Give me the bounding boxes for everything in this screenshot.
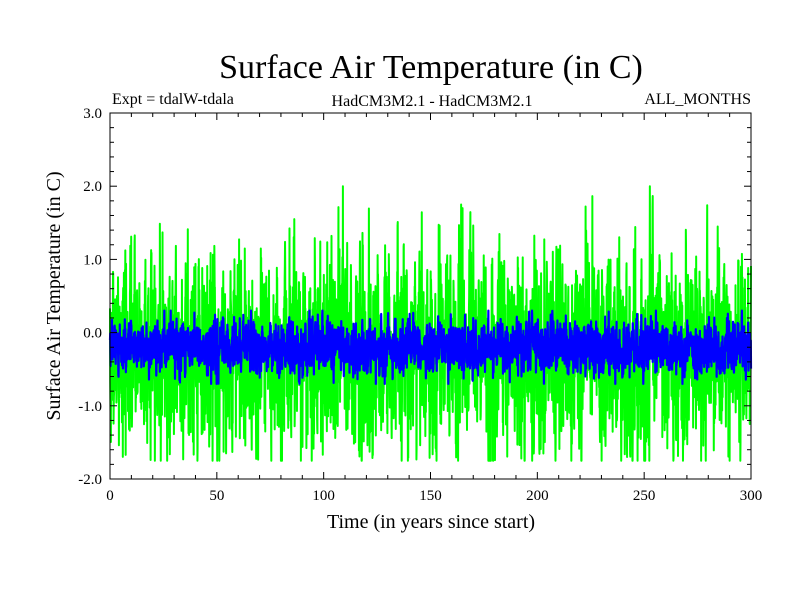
expt-caption: Expt = tdalW-tdala xyxy=(112,91,234,108)
y-tick-label: 2.0 xyxy=(83,179,102,195)
x-tick-label: 0 xyxy=(106,488,114,504)
months-caption: ALL_MONTHS xyxy=(644,91,751,108)
y-tick-label: -1.0 xyxy=(78,399,102,415)
x-axis-label: Time (in years since start) xyxy=(327,511,535,533)
x-tick-label: 100 xyxy=(312,488,335,504)
series-line-smoothed xyxy=(108,309,753,385)
y-tick-label: 3.0 xyxy=(83,106,102,122)
chart-title: Surface Air Temperature (in C) xyxy=(219,49,643,86)
series-layer xyxy=(108,185,753,462)
x-tick-label: 50 xyxy=(209,488,224,504)
x-tick-label: 200 xyxy=(526,488,549,504)
y-tick-label: 1.0 xyxy=(83,252,102,268)
x-tick-label: 250 xyxy=(633,488,656,504)
y-tick-label: -2.0 xyxy=(78,472,102,488)
x-tick-label: 150 xyxy=(419,488,442,504)
y-tick-label: 0.0 xyxy=(83,326,102,342)
model-caption: HadCM3M2.1 - HadCM3M2.1 xyxy=(332,93,533,110)
tick-layer: 0 50 100 150 200 250 300 -2.0 -1.0 0.0 1.0 2.0 3.0 xyxy=(78,106,762,504)
x-tick-label: 300 xyxy=(740,488,763,504)
y-axis-label: Surface Air Temperature (in C) xyxy=(43,171,65,420)
